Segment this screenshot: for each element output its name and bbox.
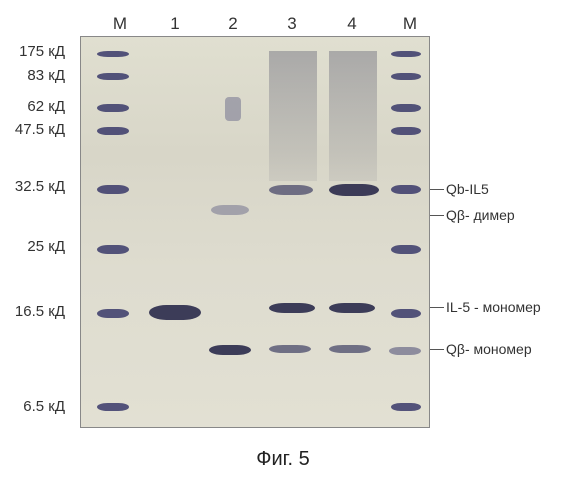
marker-band <box>391 104 421 112</box>
pointer-line <box>430 349 444 350</box>
marker-band <box>97 403 129 411</box>
marker-band <box>391 51 421 57</box>
mw-label: 16.5 кД <box>10 303 65 320</box>
lane-label: 2 <box>213 14 253 34</box>
pointer-line <box>430 215 444 216</box>
mw-label: 32.5 кД <box>10 178 65 195</box>
sample-band <box>225 97 241 121</box>
marker-band <box>97 73 129 80</box>
sample-band <box>211 205 249 215</box>
pointer-line <box>430 189 444 190</box>
mw-label: 47.5 кД <box>10 121 65 138</box>
pointer-line <box>430 307 444 308</box>
figure-container: M 1 2 3 4 M <box>0 0 566 500</box>
mw-label: 62 кД <box>10 98 65 115</box>
lane-label: 3 <box>272 14 312 34</box>
lane-label: M <box>390 14 430 34</box>
lane-label: 4 <box>332 14 372 34</box>
mw-label: 83 кД <box>10 67 65 84</box>
band-label: Qβ- димер <box>446 207 515 223</box>
marker-band <box>97 51 129 57</box>
gel-smear <box>269 51 317 181</box>
sample-band <box>329 184 379 196</box>
marker-band <box>391 245 421 254</box>
marker-band <box>391 127 421 135</box>
gel-smear <box>329 51 377 181</box>
marker-band <box>97 185 129 194</box>
lane-label: M <box>100 14 140 34</box>
band-label: Qβ- мономер <box>446 341 532 357</box>
figure-caption: Фиг. 5 <box>0 448 566 471</box>
sample-band <box>149 305 201 320</box>
marker-band <box>97 245 129 254</box>
mw-label: 25 кД <box>10 238 65 255</box>
marker-band <box>389 347 421 355</box>
sample-band <box>329 303 375 313</box>
band-label: Qb-IL5 <box>446 181 489 197</box>
marker-band <box>391 403 421 411</box>
band-label: IL-5 - мономер <box>446 299 541 315</box>
sample-band <box>209 345 251 355</box>
marker-band <box>97 127 129 135</box>
sample-band <box>329 345 371 353</box>
sample-band <box>269 185 313 195</box>
mw-label: 175 кД <box>10 43 65 60</box>
gel-image <box>80 36 430 428</box>
sample-band <box>269 303 315 313</box>
marker-band <box>97 104 129 112</box>
marker-band <box>97 309 129 318</box>
lane-label: 1 <box>155 14 195 34</box>
marker-band <box>391 185 421 194</box>
marker-band <box>391 309 421 318</box>
mw-label: 6.5 кД <box>10 398 65 415</box>
marker-band <box>391 73 421 80</box>
sample-band <box>269 345 311 353</box>
